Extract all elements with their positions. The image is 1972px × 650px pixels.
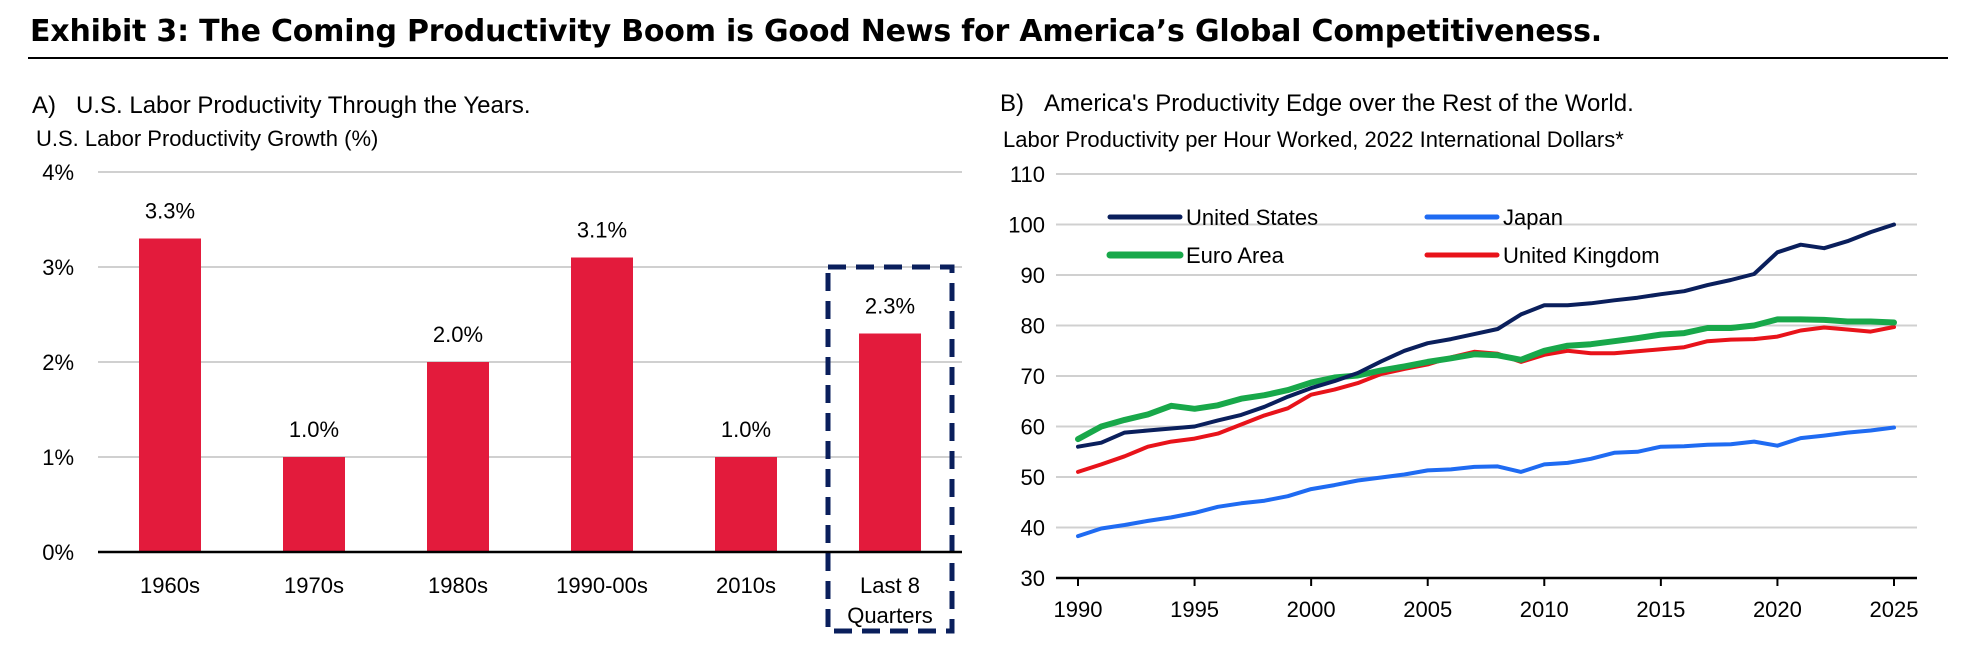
bar (859, 333, 921, 552)
panel-a-heading: A) U.S. Labor Productivity Through the Y… (32, 92, 531, 120)
bar (427, 362, 489, 552)
bar (571, 257, 633, 552)
line-y-tick-label: 30 (1021, 566, 1045, 591)
legend-label: United States (1186, 205, 1318, 230)
panel-b-title: America's Productivity Edge over the Res… (1044, 90, 1634, 117)
bar-data-label: 2.3% (865, 294, 915, 319)
bar-x-tick-label: 2010s (716, 573, 776, 598)
series-line-japan (1076, 425, 1896, 539)
line-x-tick-label: 2015 (1636, 597, 1685, 622)
panel-a-title: U.S. Labor Productivity Through the Year… (76, 92, 531, 119)
bar-data-label: 3.1% (577, 218, 627, 243)
line-x-tick-label: 2025 (1870, 597, 1919, 622)
legend-label: Japan (1503, 205, 1563, 230)
bar-y-tick-label: 2% (42, 350, 74, 375)
line-x-tick-label: 2005 (1403, 597, 1452, 622)
panel-b-heading: B) America's Productivity Edge over the … (1000, 90, 1634, 118)
bar-x-tick-label: Last 8 (860, 573, 920, 598)
bar-data-label: 3.3% (145, 199, 195, 224)
line-y-tick-label: 110 (1010, 162, 1045, 187)
line-y-tick-label: 80 (1021, 314, 1045, 339)
line-y-tick-label: 90 (1021, 263, 1045, 288)
bar-data-label: 1.0% (289, 417, 339, 442)
bar (139, 238, 201, 552)
legend-label: Euro Area (1186, 243, 1285, 268)
series-line-united-states (1076, 222, 1896, 449)
bar-y-tick-label: 4% (42, 160, 74, 185)
bar (715, 457, 777, 552)
bar (283, 457, 345, 552)
highlight-box (825, 264, 955, 634)
line-y-tick-label: 100 (1008, 213, 1045, 238)
bar-chart: 0% 1% 2% 3% 4% 3.3% 1960s 1.0% 1970s 2.0% 1980s 3.1… (42, 160, 962, 634)
bar-y-tick-label: 3% (42, 255, 74, 280)
line-x-tick-label: 2010 (1520, 597, 1569, 622)
line-y-tick-label: 70 (1021, 364, 1045, 389)
line-x-tick-label: 1995 (1170, 597, 1219, 622)
panel-a-subtitle: U.S. Labor Productivity Growth (%) (36, 126, 379, 151)
bar-x-tick-label: Quarters (847, 603, 933, 628)
bar-data-label: 2.0% (433, 322, 483, 347)
line-y-tick-label: 60 (1021, 415, 1045, 440)
line-x-tick-label: 2000 (1287, 597, 1336, 622)
line-x-tick-label: 2020 (1753, 597, 1802, 622)
line-y-tick-label: 40 (1021, 516, 1045, 541)
bar-x-tick-label: 1970s (284, 573, 344, 598)
series-line-euro-area (1075, 316, 1897, 443)
bar-y-tick-label: 1% (42, 445, 74, 470)
line-x-tick-label: 1990 (1054, 597, 1103, 622)
bar-data-label: 1.0% (721, 417, 771, 442)
bar-x-tick-label: 1990-00s (556, 573, 648, 598)
bar-y-tick-label: 0% (42, 540, 74, 565)
title-divider (28, 57, 1948, 59)
line-y-tick-label: 50 (1021, 465, 1045, 490)
panel-b-label: B) (1000, 90, 1024, 117)
legend-label: United Kingdom (1503, 243, 1660, 268)
panel-a-label: A) (32, 92, 56, 119)
bar-x-tick-label: 1960s (140, 573, 200, 598)
exhibit-title: Exhibit 3: The Coming Productivity Boom … (30, 14, 1602, 49)
series-line-united-kingdom (1076, 325, 1896, 474)
bar-x-tick-label: 1980s (428, 573, 488, 598)
panel-b-subtitle: Labor Productivity per Hour Worked, 2022… (1003, 127, 1624, 152)
